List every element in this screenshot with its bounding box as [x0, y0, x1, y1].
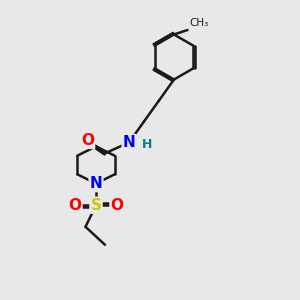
Text: N: N	[123, 135, 135, 150]
Text: H: H	[142, 137, 152, 151]
Text: N: N	[90, 176, 102, 191]
Text: O: O	[110, 198, 124, 213]
Text: O: O	[81, 133, 94, 148]
Text: O: O	[68, 198, 82, 213]
Text: S: S	[91, 198, 101, 213]
Text: CH₃: CH₃	[189, 19, 208, 28]
